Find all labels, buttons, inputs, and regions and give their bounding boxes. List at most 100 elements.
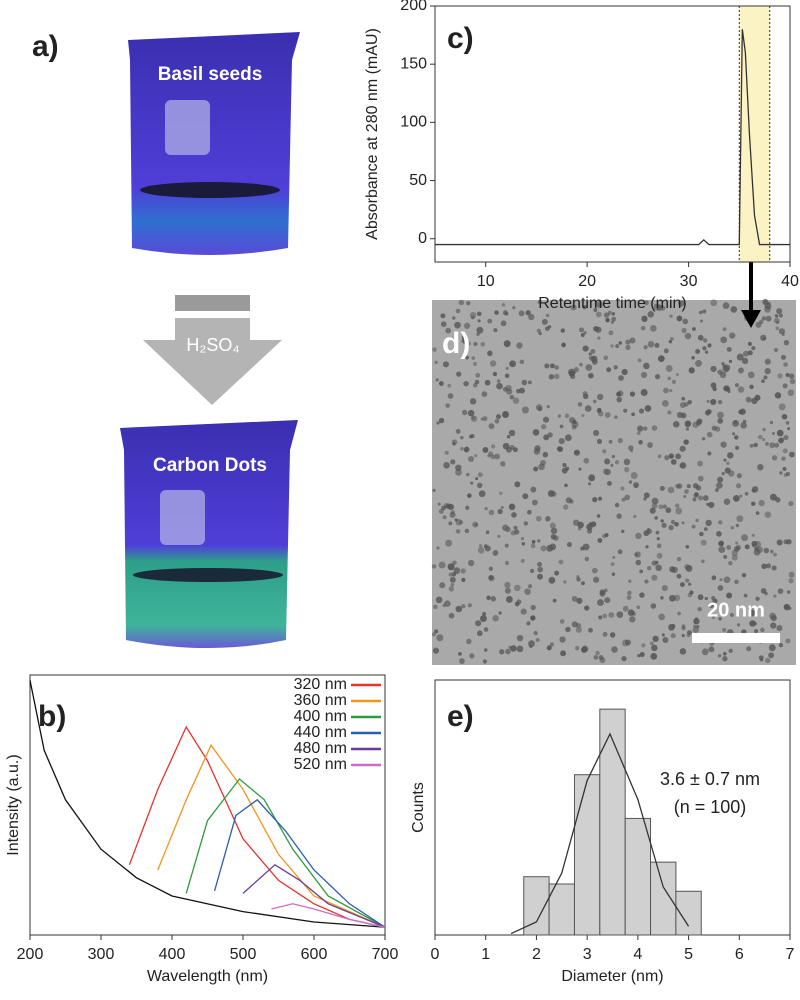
particle: [530, 543, 536, 549]
particle: [520, 558, 525, 563]
particle: [484, 379, 491, 386]
particle: [723, 385, 729, 392]
x-tick-label: 6: [735, 946, 744, 963]
particle: [554, 570, 560, 576]
particle: [482, 416, 488, 422]
particle: [696, 418, 703, 425]
particle: [610, 344, 614, 348]
particle: [452, 316, 456, 320]
particle: [564, 413, 570, 419]
particle: [781, 456, 786, 461]
particle: [525, 310, 531, 316]
particle: [460, 447, 464, 451]
particle: [701, 559, 705, 564]
particle: [588, 482, 592, 486]
particle: [595, 326, 602, 333]
particle: [502, 442, 510, 450]
particle: [647, 341, 655, 348]
particle: [676, 315, 683, 322]
x-axis-label: Diameter (nm): [561, 968, 663, 985]
particle: [643, 492, 650, 499]
particle: [467, 603, 472, 608]
y-tick-label: 50: [409, 172, 427, 189]
particle: [537, 561, 543, 567]
particle: [526, 621, 531, 626]
particle: [470, 415, 478, 422]
particle: [465, 505, 470, 510]
particle: [683, 439, 689, 445]
particle: [623, 408, 628, 413]
particle: [644, 405, 652, 412]
particle: [774, 442, 780, 448]
particle: [459, 520, 464, 525]
particle: [625, 344, 631, 351]
particle: [647, 442, 653, 448]
particle: [728, 648, 733, 653]
particle: [500, 506, 504, 510]
particle: [755, 321, 762, 328]
particle: [622, 605, 629, 612]
particle: [533, 631, 538, 636]
reagent-label: H₂SO₄: [186, 335, 239, 355]
particle: [473, 341, 478, 347]
particle: [763, 375, 768, 380]
particle: [621, 368, 628, 376]
particle: [487, 454, 491, 458]
particle: [460, 568, 466, 574]
particle: [719, 578, 723, 582]
particle: [476, 326, 484, 334]
particle: [660, 596, 664, 600]
particle: [433, 604, 438, 610]
particle: [768, 652, 775, 659]
particle: [590, 348, 596, 354]
series-line: [271, 903, 386, 928]
particle: [723, 458, 727, 462]
histogram-bar: [548, 883, 575, 936]
particle: [575, 626, 582, 633]
particle: [474, 454, 478, 458]
particle: [533, 466, 539, 472]
particle: [667, 486, 675, 494]
particle: [531, 499, 538, 506]
particle: [596, 393, 604, 401]
arrow-bar: [175, 295, 250, 311]
particle: [733, 494, 740, 502]
particle: [639, 592, 645, 598]
particle: [761, 563, 767, 570]
particle: [685, 544, 690, 549]
particle: [733, 435, 739, 440]
particle: [616, 396, 623, 403]
particle: [550, 527, 558, 535]
particle: [538, 331, 542, 336]
particle: [681, 625, 686, 631]
particle: [673, 594, 681, 602]
particle: [661, 585, 668, 592]
particle: [783, 473, 788, 477]
particle: [741, 572, 747, 578]
particle: [571, 595, 578, 602]
particle: [766, 563, 772, 569]
particle: [582, 543, 590, 551]
particle: [764, 367, 771, 375]
particle: [716, 531, 722, 537]
particle: [601, 533, 607, 539]
x-tick-label: 30: [680, 273, 698, 290]
particle: [477, 472, 483, 478]
particle: [582, 345, 589, 352]
particle: [471, 356, 476, 360]
particle: [647, 311, 655, 318]
particle: [544, 363, 550, 369]
particle: [492, 550, 499, 556]
particle: [711, 595, 716, 600]
particle: [770, 493, 777, 501]
plot-frame: [434, 5, 791, 263]
particle: [466, 638, 472, 645]
particle: [684, 420, 692, 428]
particle: [751, 346, 756, 351]
particle: [614, 502, 620, 508]
particle: [732, 432, 736, 436]
particle: [463, 446, 470, 453]
particle: [668, 339, 673, 344]
particle: [557, 414, 562, 418]
particle: [783, 339, 790, 346]
